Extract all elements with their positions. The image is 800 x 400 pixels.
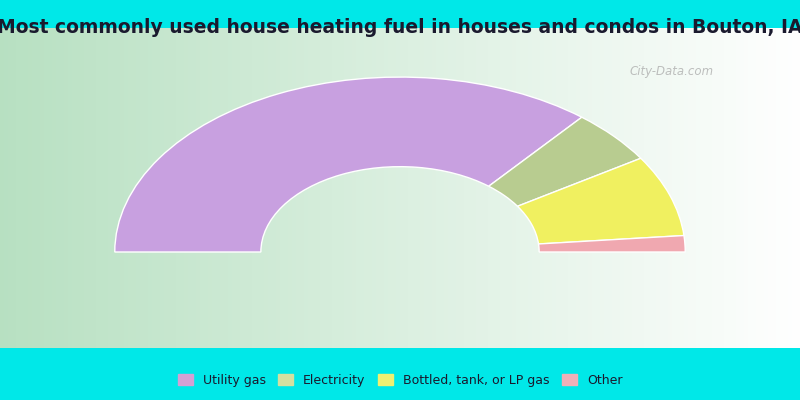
Wedge shape [114,77,582,252]
Wedge shape [518,158,684,244]
Legend: Utility gas, Electricity, Bottled, tank, or LP gas, Other: Utility gas, Electricity, Bottled, tank,… [173,369,627,392]
Wedge shape [538,236,686,252]
Text: Most commonly used house heating fuel in houses and condos in Bouton, IA: Most commonly used house heating fuel in… [0,18,800,37]
Text: City-Data.com: City-Data.com [630,66,714,78]
Wedge shape [489,117,641,206]
